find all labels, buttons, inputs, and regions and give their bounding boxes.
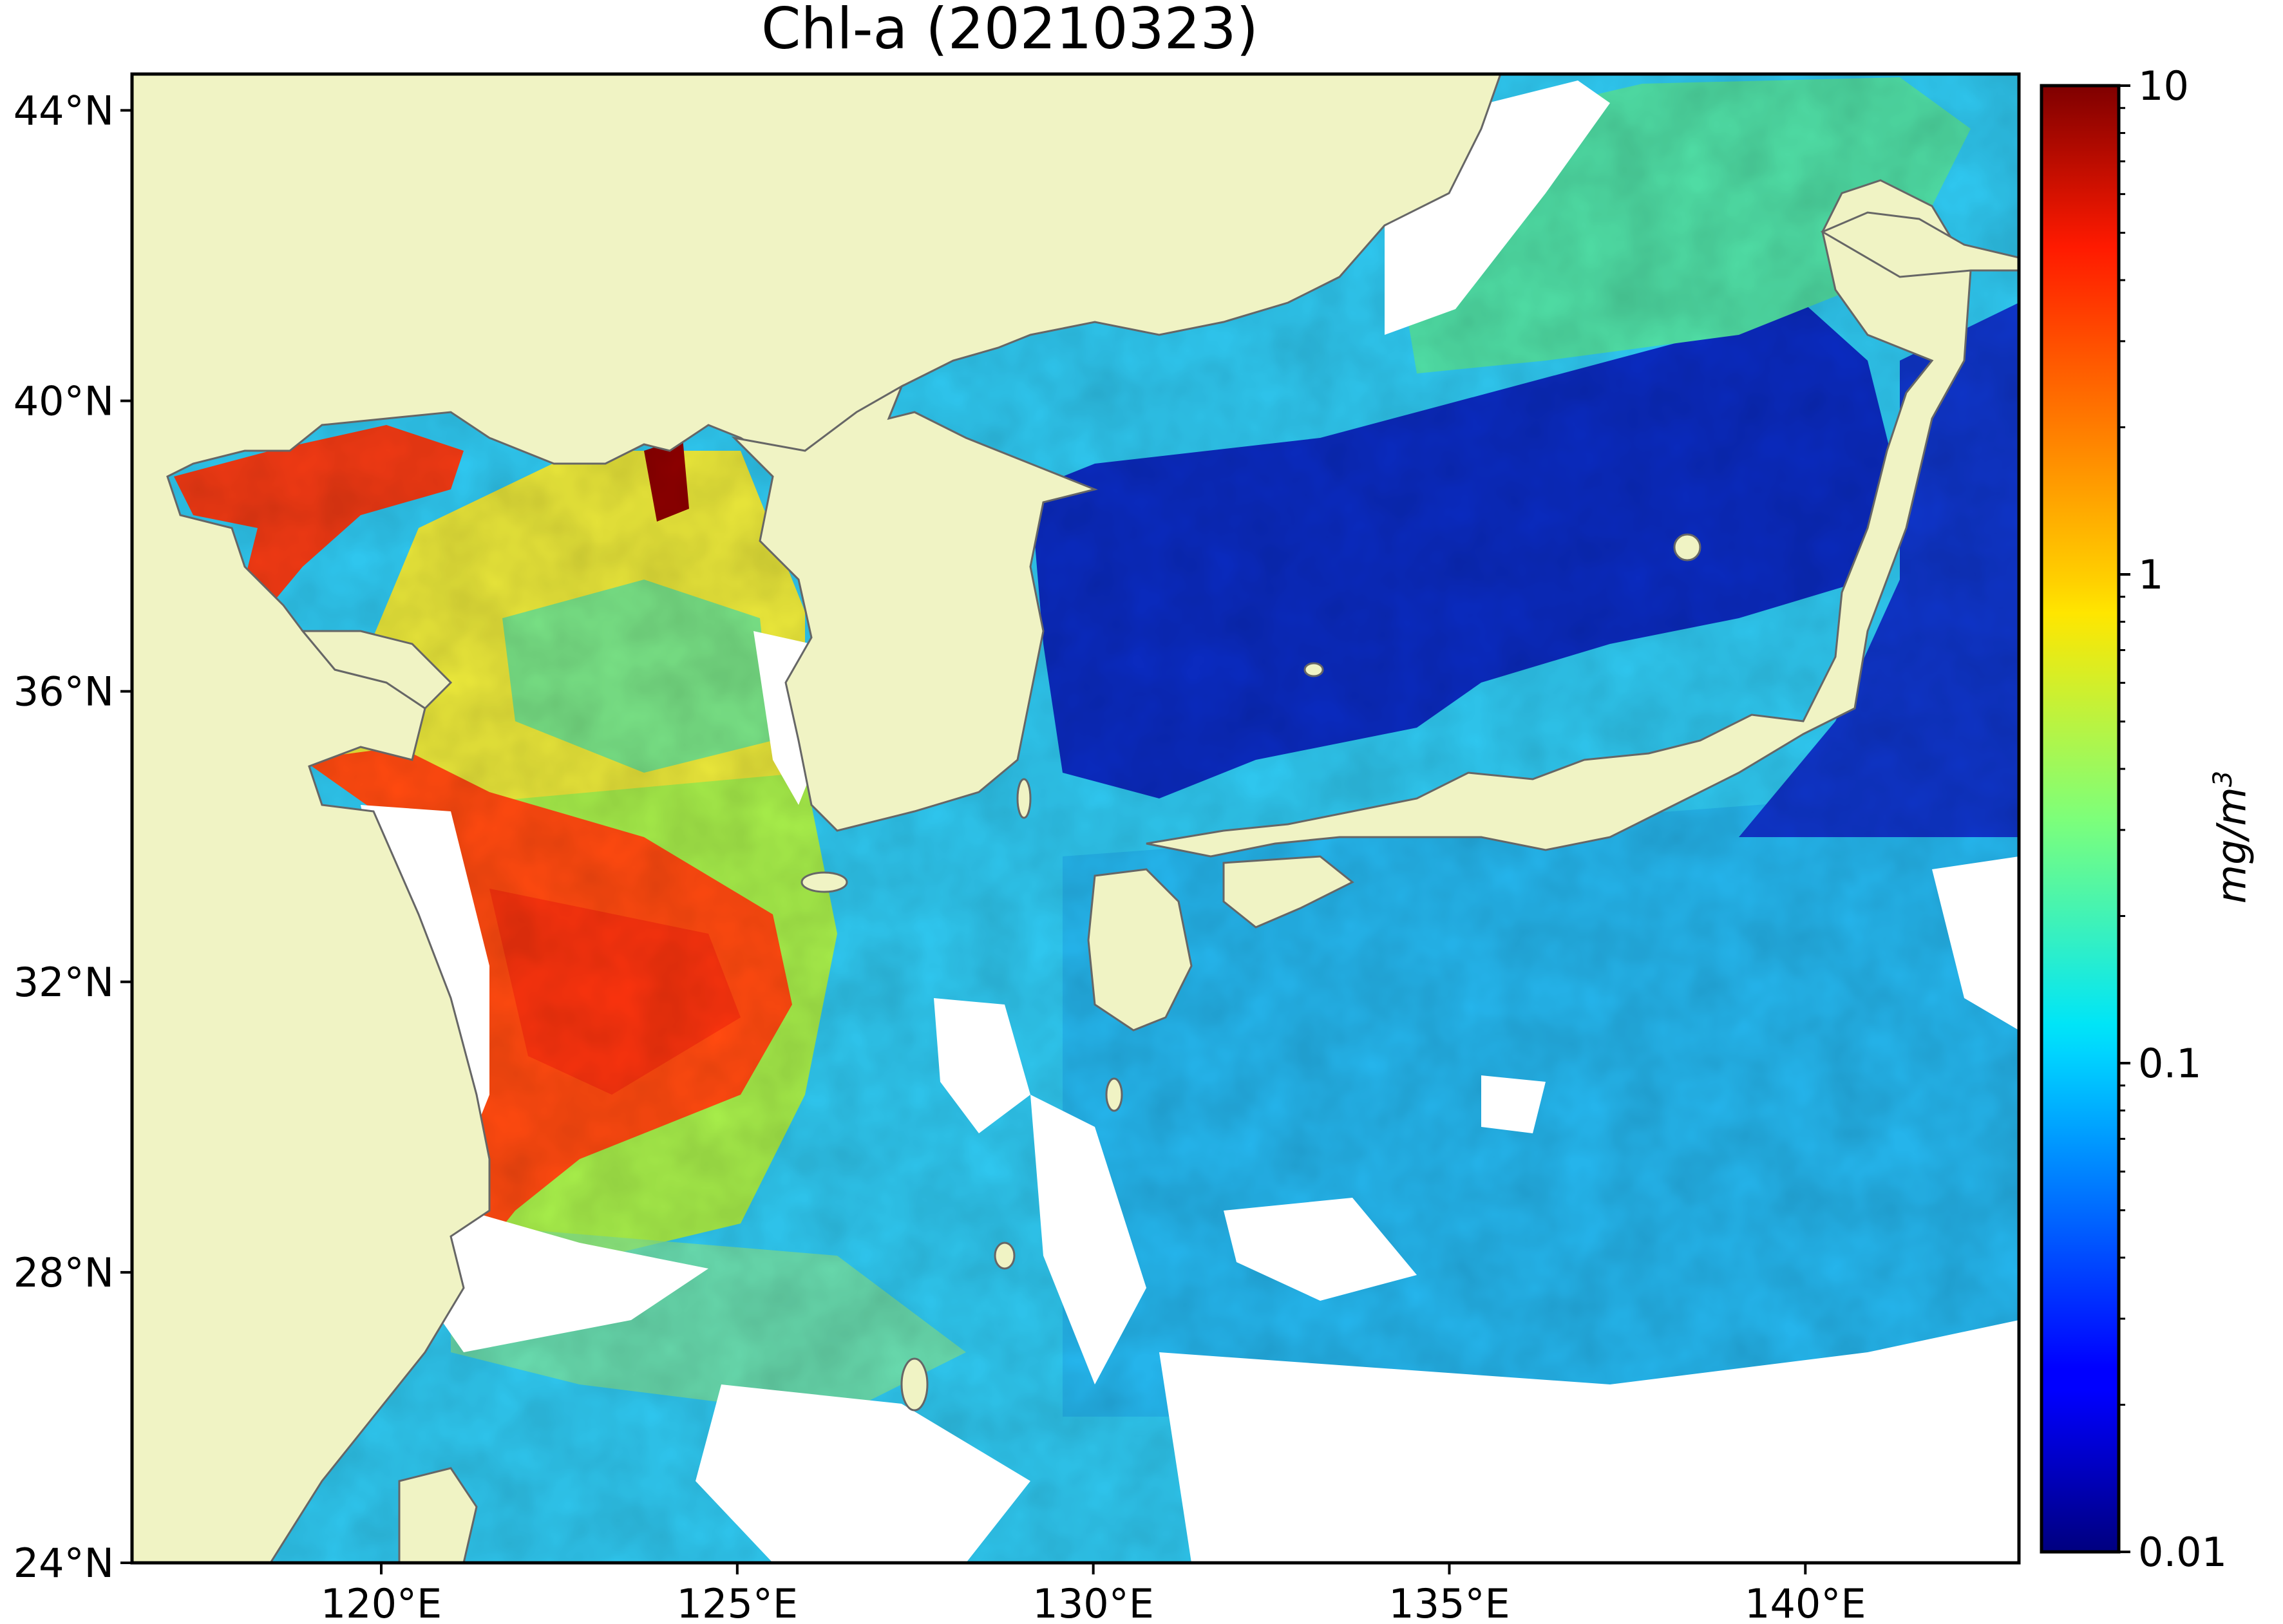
y-tick-label: 28°N	[14, 1249, 114, 1296]
sado-island	[1673, 533, 1701, 562]
colorbar-unit-label: mg/m3	[2208, 770, 2255, 904]
x-axis-ticks: 120°E 125°E 130°E 135°E 140°E	[321, 1563, 1866, 1624]
tanegashima-island	[1105, 1077, 1123, 1112]
y-tick-label: 40°N	[14, 378, 114, 425]
korean-peninsula	[731, 384, 1098, 832]
colorbar-tick-label: 1	[2138, 551, 2163, 598]
china-mainland	[132, 74, 1502, 1563]
colorbar-tick-label: 10	[2138, 62, 2189, 109]
colorbar-ticks: 10 1 0.1 0.01	[2119, 62, 2227, 1576]
x-tick-label: 130°E	[1032, 1580, 1154, 1624]
colorbar-tick-label: 0.01	[2138, 1529, 2227, 1576]
y-tick-label: 36°N	[14, 668, 114, 715]
land	[132, 74, 2019, 1563]
y-tick-label: 24°N	[14, 1540, 114, 1587]
y-axis-ticks: 44°N 40°N 36°N 32°N 28°N 24°N	[14, 87, 132, 1587]
x-tick-label: 140°E	[1745, 1580, 1866, 1624]
map-frame	[130, 72, 2021, 1565]
taiwan	[398, 1467, 478, 1563]
jeju-island	[800, 871, 848, 893]
amami-island	[994, 1242, 1016, 1270]
oki-island	[1303, 662, 1324, 677]
x-tick-label: 125°E	[677, 1580, 799, 1624]
japan-hokkaido	[1820, 211, 2019, 278]
okinawa-island	[900, 1357, 929, 1412]
colorbar	[2040, 84, 2121, 1554]
shandong-peninsula	[300, 630, 453, 710]
x-tick-label: 120°E	[321, 1580, 442, 1624]
japan-shikoku	[1222, 855, 1354, 929]
y-tick-label: 44°N	[14, 87, 114, 134]
x-tick-label: 135°E	[1388, 1580, 1510, 1624]
map-plot-area	[132, 74, 2019, 1563]
map-title: Chl-a (20210323)	[761, 0, 1258, 62]
y-tick-label: 32°N	[14, 959, 114, 1006]
japan-kyushu	[1087, 868, 1193, 1032]
tsushima-island	[1016, 778, 1032, 819]
colorbar-tick-label: 0.1	[2138, 1040, 2202, 1087]
